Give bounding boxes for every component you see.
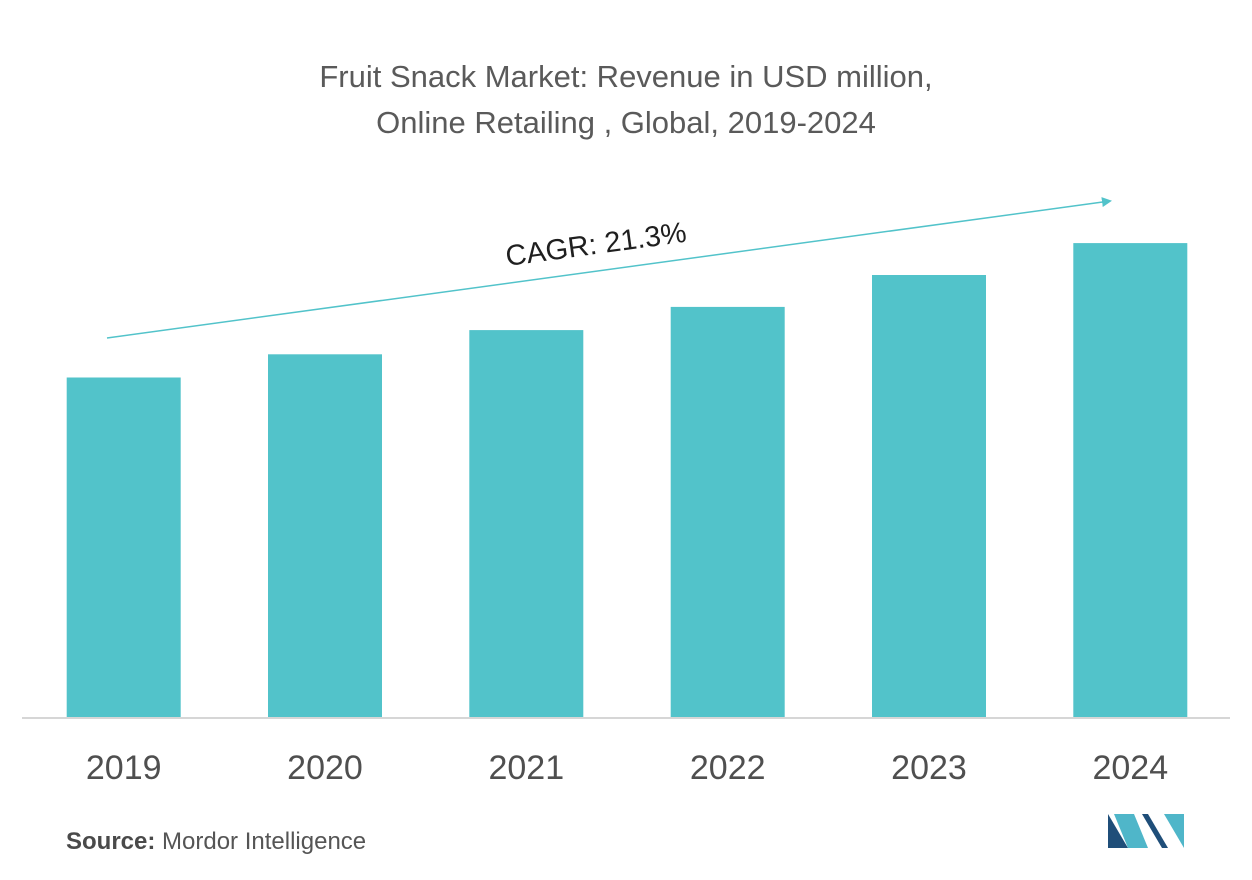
chart-title: Fruit Snack Market: Revenue in USD milli… [0,54,1252,146]
logo-shape-1 [1108,814,1128,848]
bar-2023 [872,275,986,718]
bars-group [66,243,1188,718]
x-tick-label-2024: 2024 [1092,749,1168,787]
source-value: Mordor Intelligence [162,828,367,855]
chart-title-line-2: Online Retailing , Global, 2019-2024 [376,105,876,140]
source-note: Source: Mordor Intelligence [66,828,366,856]
bar-2024 [1073,243,1188,718]
x-tick-label-2021: 2021 [488,749,564,787]
cagr-arrow [106,197,1112,339]
mordor-intelligence-logo-icon [1108,814,1184,848]
logo-shape-3 [1142,814,1168,848]
bar-2021 [469,330,584,718]
x-tick-label-2019: 2019 [86,749,162,787]
logo-shape-4 [1164,814,1184,848]
chart-title-line-1: Fruit Snack Market: Revenue in USD milli… [319,59,933,94]
x-tick-labels: 2019 2020 2021 2022 2023 2024 [86,749,1168,787]
x-tick-label-2023: 2023 [891,749,967,787]
source-label: Source: [66,828,156,855]
x-tick-label-2022: 2022 [690,749,766,787]
x-tick-label-2020: 2020 [287,749,363,787]
bar-2020 [268,354,382,718]
logo-shape-2 [1114,814,1148,848]
bar-2022 [670,306,785,718]
cagr-label: CAGR: 21.3% [504,217,689,273]
bar-2019 [66,377,181,718]
